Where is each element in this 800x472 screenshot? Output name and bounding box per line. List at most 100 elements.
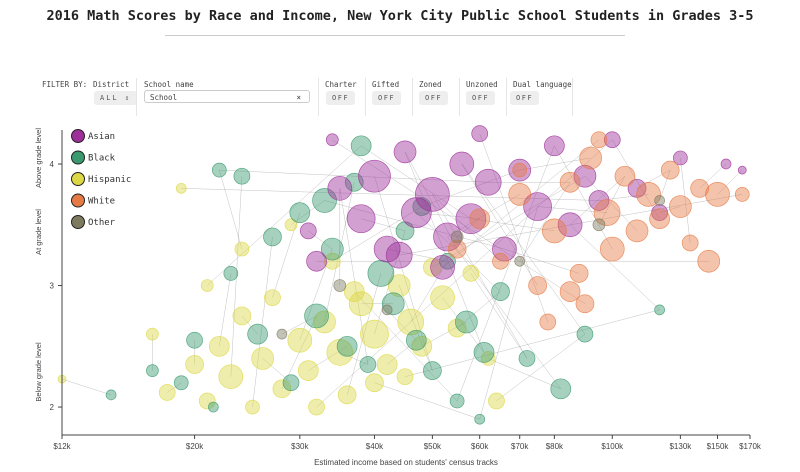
title-divider [165,35,625,36]
connector-line [404,151,458,250]
bubble-white [669,195,692,218]
clear-icon[interactable]: × [296,93,301,102]
connector-line [167,382,182,393]
bubble-hispanic [218,364,244,390]
bubble-black [304,303,329,329]
connector-line [432,194,528,359]
bubble-white [569,264,589,283]
bubble-asian [544,135,565,157]
connector-line [416,212,501,292]
connector-line [432,194,501,262]
connector-line [387,248,448,262]
bubble-black [491,282,510,301]
legend-swatch-hispanic [71,172,85,186]
bubble-asian [299,222,317,240]
bubble-asian [327,175,353,201]
connector-line [421,321,467,347]
bubble-hispanic [430,285,455,311]
bubble-asian [573,164,597,188]
bubble-white [575,294,595,314]
bubble-asian [455,203,487,235]
x-tick-label: $40k [366,442,384,451]
connector-line [299,248,333,341]
bubble-white [625,219,649,243]
school-name-input[interactable]: School × [144,90,310,103]
connector-line [324,182,355,323]
bubble-hispanic [245,399,260,415]
bubble-black [289,202,311,223]
bubble-hispanic [480,351,496,366]
connector-line [519,182,571,262]
bubble-hispanic [488,392,505,410]
divider [459,78,460,116]
bubble-hispanic [387,274,411,297]
bubble-black [223,266,239,281]
connector-line [404,309,660,377]
connector-line [519,157,591,171]
zoned-toggle[interactable]: OFF [419,91,449,105]
bubble-black [350,135,372,157]
x-tick-label: $12k [53,442,71,451]
gifted-toggle[interactable]: OFF [372,91,402,105]
charter-toggle[interactable]: OFF [326,91,356,105]
bubble-asian [673,150,688,166]
connector-line [339,352,369,365]
dual-language-toggle[interactable]: OFF [510,91,540,105]
connector-line [432,175,586,268]
bubble-hispanic [365,373,384,393]
bubble-white [681,234,699,252]
bubble-black [359,356,377,373]
connector-line [584,176,638,232]
connector-line [207,145,362,286]
district-label: District [93,80,130,89]
legend-swatch-other [71,215,85,229]
unzoned-label: Unzoned [466,80,498,89]
x-tick-label: $170k [739,442,762,451]
bubble-black [186,331,203,349]
bubble-black [263,227,282,247]
bubble-asian [373,235,401,263]
bubble-asian [415,177,450,212]
legend: Asian Black Hispanic White Other [71,129,131,229]
connector-line [272,212,301,298]
connector-line [461,163,538,286]
bubble-black [105,389,117,401]
bubble-white [469,208,491,230]
district-select[interactable]: ALL ⇕ [94,91,138,105]
dual-language-label: Dual language [513,80,572,89]
connector-line [479,133,549,323]
bubble-asian [306,250,327,272]
x-tick-label: $20k [186,442,204,451]
connector-line [262,358,292,383]
unzoned-toggle[interactable]: OFF [466,91,496,105]
connector-line [456,291,501,329]
x-tick-label: $80k [546,442,564,451]
connector-line [241,315,258,335]
bubble-white [599,236,625,262]
bubbles [57,125,750,425]
bubble-other [514,255,526,267]
y-tick-label: 3 [50,282,55,291]
bubble-black [405,329,427,351]
bubble-hispanic [198,392,216,410]
bubble-black [320,237,344,261]
bubble-white [690,178,709,198]
divider [506,78,507,116]
bubble-other [450,230,464,244]
filter-by-label: FILTER BY: [42,80,88,89]
bubble-asian [523,192,552,221]
bubble-white [590,131,608,149]
zoned-label: Zoned [419,80,442,89]
bubble-black [423,361,442,380]
legend-swatch-white [71,193,85,208]
connector-line [230,176,243,377]
connector-line [308,346,348,371]
x-tick-label: $70k [511,442,529,451]
connector-line [680,157,691,244]
connector-line [456,145,555,402]
bubble-other [381,304,393,316]
bubble-white [705,182,730,207]
connector-line [699,163,727,189]
bubble-hispanic [146,327,159,341]
